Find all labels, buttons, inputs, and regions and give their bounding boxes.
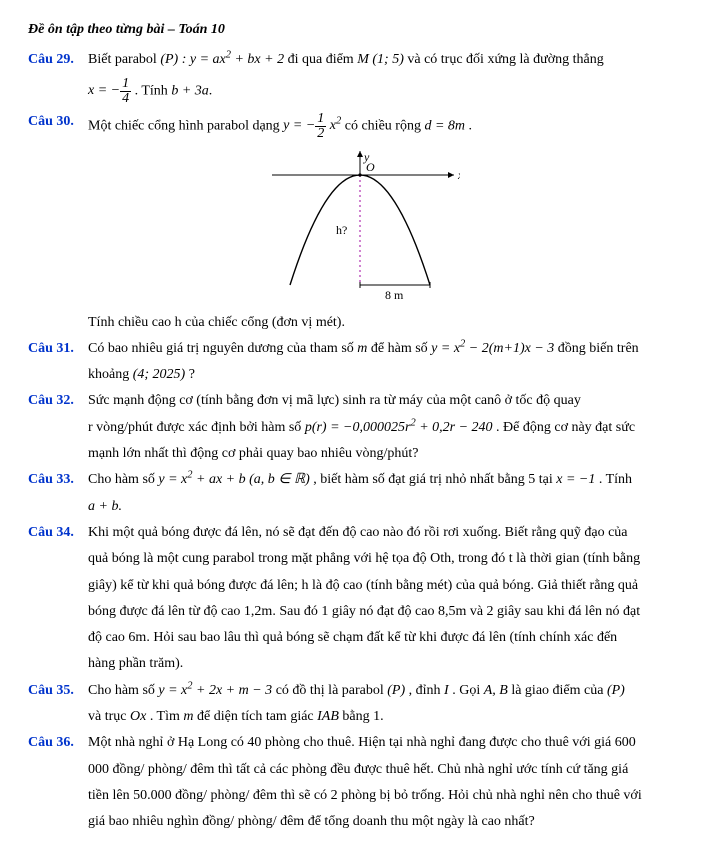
- q30-diagram: Oxyh?8 m: [28, 147, 692, 307]
- q33-t3: . Tính: [599, 472, 632, 487]
- q31-m3: (4; 2025): [133, 367, 186, 382]
- q35-m4: A, B: [484, 683, 508, 698]
- q35-t2: có đồ thị là parabol: [276, 683, 388, 698]
- svg-text:h?: h?: [336, 223, 347, 237]
- q29-line2: x = −14 . Tính b + 3a.: [88, 77, 692, 106]
- q31-line2: khoảng (4; 2025) ?: [88, 365, 692, 385]
- q35-label: Câu 35.: [28, 681, 88, 701]
- q32-t3: . Để động cơ này đạt sức: [496, 420, 635, 435]
- q34-label: Câu 34.: [28, 523, 88, 543]
- q36-l2: 000 đồng/ phòng/ đêm thì tất cả các phòn…: [88, 760, 692, 780]
- page-title: Đề ôn tập theo từng bài – Toán 10: [28, 20, 692, 40]
- question-34: Câu 34. Khi một quả bóng được đá lên, nó…: [28, 523, 692, 543]
- question-32: Câu 32. Sức mạnh động cơ (tính bằng đơn …: [28, 391, 692, 411]
- q35-t7: . Tìm: [150, 709, 184, 724]
- q30-m1: y = −12 x2: [283, 118, 341, 133]
- q31-m2: y = x2 − 2(m+1)x − 3: [431, 341, 554, 356]
- q32-t2: r vòng/phút được xác định bởi hàm số: [88, 420, 305, 435]
- q32-line3: mạnh lớn nhất thì động cơ phải quay bao …: [88, 444, 692, 464]
- q30-t2: có chiều rộng: [345, 118, 425, 133]
- q29-m2: M (1; 5): [357, 52, 404, 67]
- q29-t2: đi qua điểm: [288, 52, 358, 67]
- q35-t1: Cho hàm số: [88, 683, 158, 698]
- q35-m8: IAB: [317, 709, 339, 724]
- q33-body: Cho hàm số y = x2 + ax + b (a, b ∈ ℝ) , …: [88, 470, 692, 490]
- q33-line2: a + b.: [88, 497, 692, 517]
- q35-m5: (P): [607, 683, 625, 698]
- q33-t2: , biết hàm số đạt giá trị nhỏ nhất bằng …: [313, 472, 556, 487]
- q32-label: Câu 32.: [28, 391, 88, 411]
- q36-body: Một nhà nghỉ ở Hạ Long có 40 phòng cho t…: [88, 733, 692, 753]
- q34-l3: giây) kể từ khi quả bóng được đá lên; h …: [88, 576, 692, 596]
- q29-label: Câu 29.: [28, 50, 88, 70]
- q33-label: Câu 33.: [28, 470, 88, 490]
- q35-body: Cho hàm số y = x2 + 2x + m − 3 có đồ thị…: [88, 681, 692, 701]
- q36-label: Câu 36.: [28, 733, 88, 753]
- q29-m4: b + 3a: [171, 83, 208, 98]
- question-36: Câu 36. Một nhà nghỉ ở Hạ Long có 40 phò…: [28, 733, 692, 753]
- q35-t3: , đỉnh: [409, 683, 444, 698]
- svg-text:x: x: [457, 168, 460, 182]
- q34-l4: bóng được đá lên từ độ cao 1,2m. Sau đó …: [88, 602, 692, 622]
- q29-t4: . Tính: [135, 83, 172, 98]
- q31-m1: m: [357, 341, 367, 356]
- question-31: Câu 31. Có bao nhiêu giá trị nguyên dươn…: [28, 339, 692, 359]
- q30-label: Câu 30.: [28, 112, 88, 141]
- q29-t5: .: [209, 83, 213, 98]
- q35-m6: Ox: [130, 709, 146, 724]
- q29-t1: Biết parabol: [88, 52, 160, 67]
- question-30: Câu 30. Một chiếc cổng hình parabol dạng…: [28, 112, 692, 141]
- q31-t4: khoảng: [88, 367, 133, 382]
- svg-text:8 m: 8 m: [385, 288, 404, 302]
- q34-l6: hàng phần trăm).: [88, 654, 692, 674]
- q35-m2: (P): [387, 683, 405, 698]
- q32-m1: p(r) = −0,000025r2 + 0,2r − 240: [305, 420, 493, 435]
- q33-m1: y = x2 + ax + b (a, b ∈ ℝ): [158, 472, 309, 487]
- q29-m1: (P) : y = ax2 + bx + 2: [160, 52, 284, 67]
- q31-t3: đồng biến trên: [558, 341, 639, 356]
- q34-l5: độ cao 6m. Hỏi sau bao lâu thì quả bóng …: [88, 628, 692, 648]
- q31-t5: ?: [189, 367, 195, 382]
- q34-body: Khi một quả bóng được đá lên, nó sẽ đạt …: [88, 523, 692, 543]
- q35-t5: là giao điểm của: [511, 683, 607, 698]
- q35-t4: . Gọi: [452, 683, 484, 698]
- q29-body: Biết parabol (P) : y = ax2 + bx + 2 đi q…: [88, 50, 692, 70]
- question-33: Câu 33. Cho hàm số y = x2 + ax + b (a, b…: [28, 470, 692, 490]
- q35-m1: y = x2 + 2x + m − 3: [158, 683, 272, 698]
- q30-t1: Một chiếc cổng hình parabol dạng: [88, 118, 283, 133]
- q31-body: Có bao nhiêu giá trị nguyên dương của th…: [88, 339, 692, 359]
- parabola-chart: Oxyh?8 m: [260, 147, 460, 307]
- q33-m2: x = −1: [556, 472, 595, 487]
- q30-line2: Tính chiều cao h của chiếc cổng (đơn vị …: [88, 313, 692, 333]
- q30-m2: d = 8m: [424, 118, 465, 133]
- q31-t1: Có bao nhiêu giá trị nguyên dương của th…: [88, 341, 357, 356]
- question-29: Câu 29. Biết parabol (P) : y = ax2 + bx …: [28, 50, 692, 70]
- q33-t1: Cho hàm số: [88, 472, 158, 487]
- q35-m7: m: [183, 709, 193, 724]
- q31-label: Câu 31.: [28, 339, 88, 359]
- q35-t6: và trục: [88, 709, 130, 724]
- q32-line2: r vòng/phút được xác định bởi hàm số p(r…: [88, 418, 692, 438]
- question-35: Câu 35. Cho hàm số y = x2 + 2x + m − 3 c…: [28, 681, 692, 701]
- q36-l3: tiền lên 50.000 đồng/ phòng/ đêm thì sẽ …: [88, 786, 692, 806]
- q30-body: Một chiếc cổng hình parabol dạng y = −12…: [88, 112, 692, 141]
- q29-t3: và có trục đối xứng là đường thẳng: [407, 52, 603, 67]
- q35-t8: để diện tích tam giác: [197, 709, 317, 724]
- q36-l4: giá bao nhiêu nghìn đồng/ phòng/ đêm để …: [88, 812, 692, 832]
- svg-text:y: y: [363, 150, 370, 164]
- q30-t3: .: [469, 118, 473, 133]
- q29-m3: x = −14: [88, 83, 131, 98]
- q35-t9: bằng 1.: [342, 709, 383, 724]
- q32-body: Sức mạnh động cơ (tính bằng đơn vị mã lự…: [88, 391, 692, 411]
- q35-m3: I: [444, 683, 449, 698]
- q35-line2: và trục Ox . Tìm m để diện tích tam giác…: [88, 707, 692, 727]
- q34-l2: quả bóng là một cung parabol trong mặt p…: [88, 549, 692, 569]
- q31-t2: để hàm số: [371, 341, 431, 356]
